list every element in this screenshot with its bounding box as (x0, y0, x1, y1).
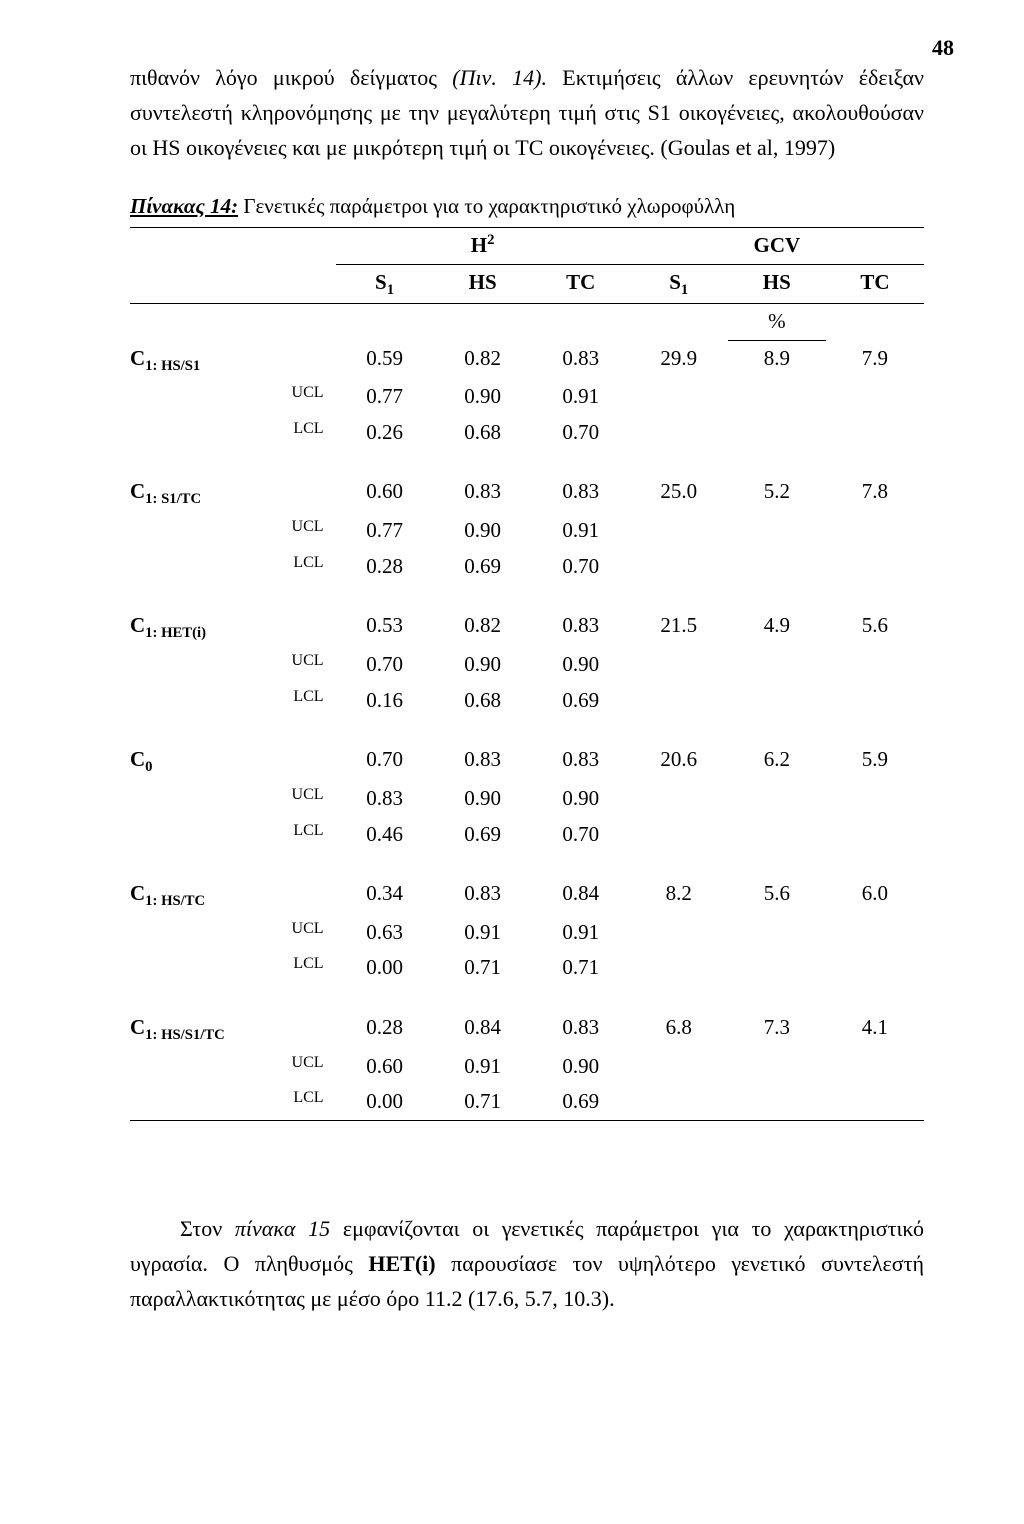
table-body: C1: HS/S1 0.59 0.82 0.83 29.9 8.9 7.9 UC… (130, 341, 924, 1121)
h2-sup: 2 (487, 232, 494, 248)
table-row: LCL 0.26 0.68 0.70 (130, 415, 924, 451)
table-row: UCL 0.63 0.91 0.91 (130, 915, 924, 951)
parameters-table: H2 GCV S1 HS TC S1 HS TC % (130, 227, 924, 1121)
table-row: UCL 0.60 0.91 0.90 (130, 1049, 924, 1085)
table-row: C1: HS/S1 0.59 0.82 0.83 29.9 8.9 7.9 (130, 341, 924, 380)
h-hs-b: HS (728, 264, 826, 304)
table-row: C1: S1/TC 0.60 0.83 0.83 25.0 5.2 7.8 (130, 474, 924, 513)
table-row: C1: HET(i) 0.53 0.82 0.83 21.5 4.9 5.6 (130, 608, 924, 647)
h-s1-a: S1 (336, 264, 434, 304)
table-caption: Πίνακας 14: Γενετικές παράμετροι για το … (130, 190, 924, 224)
table-caption-text: Γενετικές παράμετροι για το χαρακτηριστι… (238, 194, 735, 218)
table-row: UCL 0.70 0.90 0.90 (130, 647, 924, 683)
table-row: LCL 0.46 0.69 0.70 (130, 817, 924, 853)
header-gcv: GCV (630, 228, 924, 265)
table-caption-label: Πίνακας 14: (130, 194, 238, 218)
table-row: UCL 0.83 0.90 0.90 (130, 781, 924, 817)
table-row: LCL 0.16 0.68 0.69 (130, 683, 924, 719)
intro-ref-italic: (Πιν. 14). (452, 65, 547, 90)
outro-a: Στον (180, 1216, 235, 1241)
h-tc-b: TC (826, 264, 924, 304)
header-h2: H2 (336, 228, 630, 265)
table-row: LCL 0.28 0.69 0.70 (130, 549, 924, 585)
table-row: C1: HS/TC 0.34 0.83 0.84 8.2 5.6 6.0 (130, 876, 924, 915)
outro-italic: πίνακα 15 (235, 1216, 330, 1241)
outro-bold: HET(i) (368, 1251, 435, 1276)
intro-paragraph: πιθανόν λόγο μικρού δείγματος (Πιν. 14).… (130, 60, 924, 166)
table-row: C0 0.70 0.83 0.83 20.6 6.2 5.9 (130, 742, 924, 781)
table-row: UCL 0.77 0.90 0.91 (130, 379, 924, 415)
table-head: H2 GCV S1 HS TC S1 HS TC % (130, 228, 924, 341)
page: 48 πιθανόν λόγο μικρού δείγματος (Πιν. 1… (0, 0, 1024, 1524)
table-row: UCL 0.77 0.90 0.91 (130, 513, 924, 549)
page-number: 48 (932, 30, 954, 65)
table-row: LCL 0.00 0.71 0.69 (130, 1084, 924, 1120)
h-tc-a: TC (532, 264, 630, 304)
h-hs-a: HS (434, 264, 532, 304)
outro-paragraph: Στον πίνακα 15 εμφανίζονται οι γενετικές… (130, 1211, 924, 1317)
h-s1-b: S1 (630, 264, 728, 304)
h2-text: H (471, 233, 487, 257)
header-pct: % (728, 304, 826, 341)
table-row: C1: HS/S1/TC 0.28 0.84 0.83 6.8 7.3 4.1 (130, 1010, 924, 1049)
intro-line1: πιθανόν λόγο μικρού δείγματος (130, 65, 452, 90)
table-row: LCL 0.00 0.71 0.71 (130, 950, 924, 986)
